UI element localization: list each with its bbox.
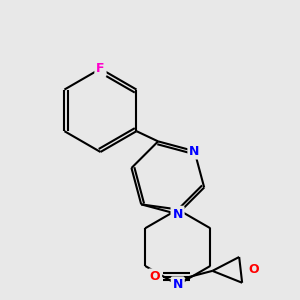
Text: N: N — [189, 145, 200, 158]
Text: O: O — [150, 270, 160, 283]
Text: O: O — [249, 263, 259, 276]
Text: N: N — [172, 278, 183, 291]
Text: F: F — [96, 62, 105, 75]
Text: N: N — [172, 208, 183, 220]
